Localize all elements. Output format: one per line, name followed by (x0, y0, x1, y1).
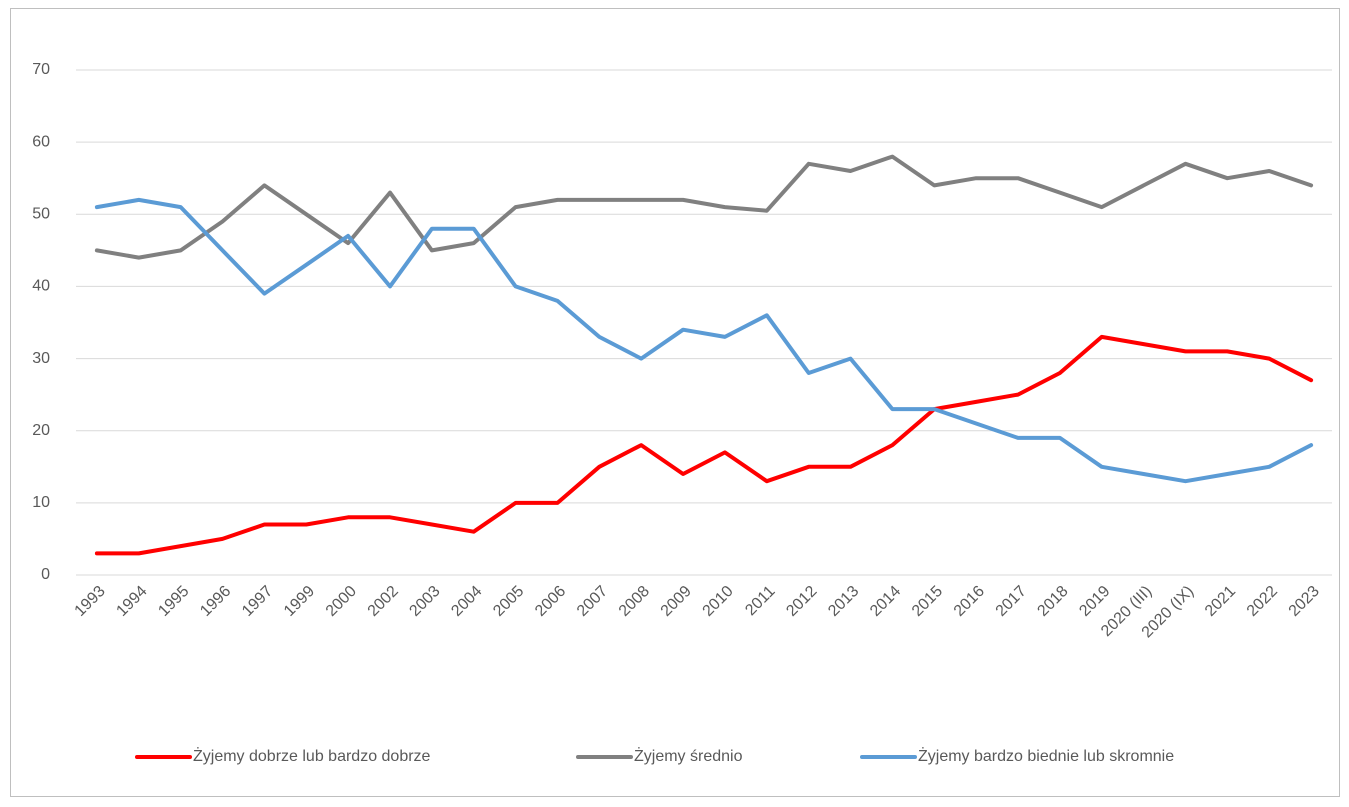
data-line (94, 197, 1314, 484)
y-tick-label: 60 (32, 133, 50, 150)
chart-frame (10, 8, 1340, 797)
y-tick-label: 50 (32, 206, 50, 223)
y-tick-label: 70 (32, 61, 50, 78)
legend-label: Żyjemy średnio (634, 746, 743, 765)
legend-label: Żyjemy dobrze lub bardzo dobrze (193, 746, 431, 765)
y-tick-label: 30 (32, 350, 50, 367)
legend-label: Żyjemy bardzo biednie lub skromnie (918, 746, 1174, 765)
y-tick-label: 40 (32, 278, 50, 295)
data-line (94, 334, 1314, 556)
y-tick-label: 0 (41, 566, 50, 583)
y-tick-label: 10 (32, 494, 50, 511)
y-tick-label: 20 (32, 422, 50, 439)
data-line (94, 154, 1314, 260)
